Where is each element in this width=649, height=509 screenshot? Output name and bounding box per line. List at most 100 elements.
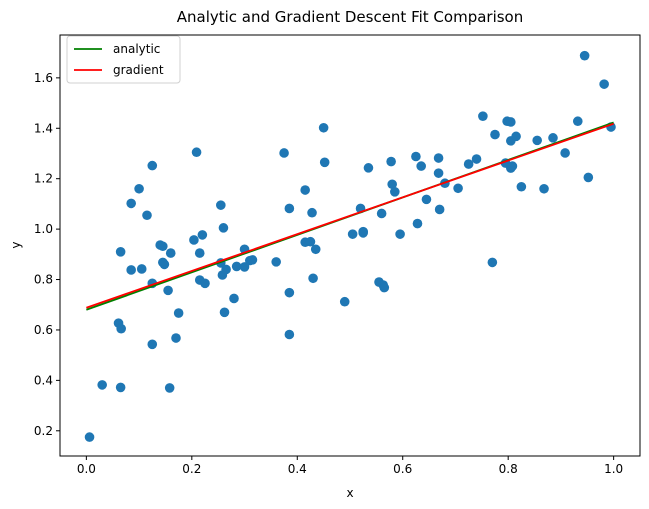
scatter-point (347, 229, 358, 239)
scatter-point (115, 382, 126, 393)
scatter-point (390, 187, 400, 197)
scatter-point (305, 236, 316, 247)
scatter-point (539, 183, 549, 194)
x-tick-label: 0.4 (288, 462, 307, 476)
legend: analytic gradient (66, 35, 181, 84)
legend-label-gradient: gradient (113, 63, 164, 77)
y-tick-label: 1.4 (34, 121, 53, 135)
scatter-point (147, 160, 158, 171)
x-tick-label: 0.6 (393, 462, 412, 476)
scatter-point (532, 135, 542, 146)
scatter-point (171, 333, 181, 343)
scatter-point (487, 257, 498, 268)
scatter-point (579, 50, 590, 61)
x-tick-label: 1.0 (604, 462, 623, 476)
plot-area (60, 35, 640, 456)
scatter-point (142, 210, 152, 221)
scatter-point (163, 285, 173, 296)
scatter-point (453, 183, 463, 194)
scatter-point (560, 148, 570, 158)
scatter-point (231, 261, 242, 272)
scatter-point (136, 264, 147, 274)
scatter-point (516, 181, 527, 192)
y-tick-label: 1.6 (34, 71, 53, 85)
scatter-point (164, 383, 175, 393)
scatter-point (339, 296, 350, 307)
scatter-point (358, 228, 368, 238)
x-tick-label: 0.2 (182, 462, 201, 476)
scatter-point (159, 259, 170, 270)
scatter-point (434, 204, 445, 215)
scatter-point (363, 163, 374, 173)
scatter-point (310, 244, 321, 255)
scatter-point (284, 287, 295, 298)
x-axis-label: x (346, 486, 353, 500)
scatter-point (506, 117, 516, 127)
scatter-point (572, 116, 583, 127)
scatter-point (218, 223, 229, 233)
y-tick-label: 1.0 (34, 222, 53, 236)
scatter-point (271, 257, 281, 267)
x-tick-label: 0.0 (77, 462, 96, 476)
scatter-point (395, 229, 405, 239)
scatter-point (300, 185, 310, 195)
scatter-point (308, 273, 318, 284)
scatter-point (416, 161, 426, 171)
scatter-point (433, 153, 444, 163)
series-line-gradient (86, 122, 614, 309)
scatter-point (165, 248, 176, 258)
scatter-point (126, 265, 136, 275)
scatter-point (247, 255, 258, 265)
scatter-point (97, 380, 107, 390)
chart-title: Analytic and Gradient Descent Fit Compar… (177, 8, 524, 26)
y-tick-label: 1.2 (34, 172, 53, 186)
scatter-point (216, 200, 226, 210)
scatter-point (115, 247, 126, 257)
scatter-point (221, 264, 231, 275)
scatter-point (200, 278, 210, 289)
y-tick-label: 0.8 (34, 273, 53, 287)
scatter-point (471, 154, 482, 164)
scatter-point (173, 308, 184, 318)
scatter-point (490, 129, 500, 140)
scatter-point (239, 262, 250, 272)
scatter-point (386, 156, 396, 167)
scatter-point (412, 218, 423, 229)
y-tick-label: 0.2 (34, 424, 53, 438)
scatter-point (511, 131, 521, 142)
scatter-point (229, 293, 239, 304)
scatter-point (379, 282, 390, 293)
scatter-point (191, 147, 202, 158)
scatter-point (126, 198, 136, 209)
legend-box (66, 35, 181, 84)
axes-frame (59, 34, 641, 457)
scatter-point (463, 159, 474, 169)
scatter-point (84, 432, 95, 442)
scatter-point (583, 172, 594, 183)
scatter-point (284, 203, 295, 214)
scatter-point (421, 194, 432, 205)
scatter-point (147, 339, 158, 350)
y-tick-label: 0.4 (34, 373, 53, 387)
y-tick-label: 0.6 (34, 323, 53, 337)
scatter-point (307, 207, 317, 218)
scatter-point (376, 208, 387, 219)
scatter-point (134, 183, 144, 194)
scatter-point (507, 161, 518, 171)
scatter-point (411, 151, 421, 162)
scatter-point (279, 148, 289, 158)
scatter-point (219, 307, 230, 318)
scatter-point (599, 79, 609, 89)
y-axis-label: y (9, 241, 23, 248)
scatter-point (158, 241, 168, 252)
scatter-point (548, 133, 558, 143)
scatter-point (319, 157, 330, 168)
scatter-point (387, 179, 397, 190)
x-tick-label: 0.8 (499, 462, 518, 476)
scatter-point (318, 122, 329, 133)
scatter-point (197, 230, 208, 240)
scatter-point (478, 111, 488, 121)
scatter-point (189, 235, 199, 245)
scatter-point (284, 329, 295, 340)
